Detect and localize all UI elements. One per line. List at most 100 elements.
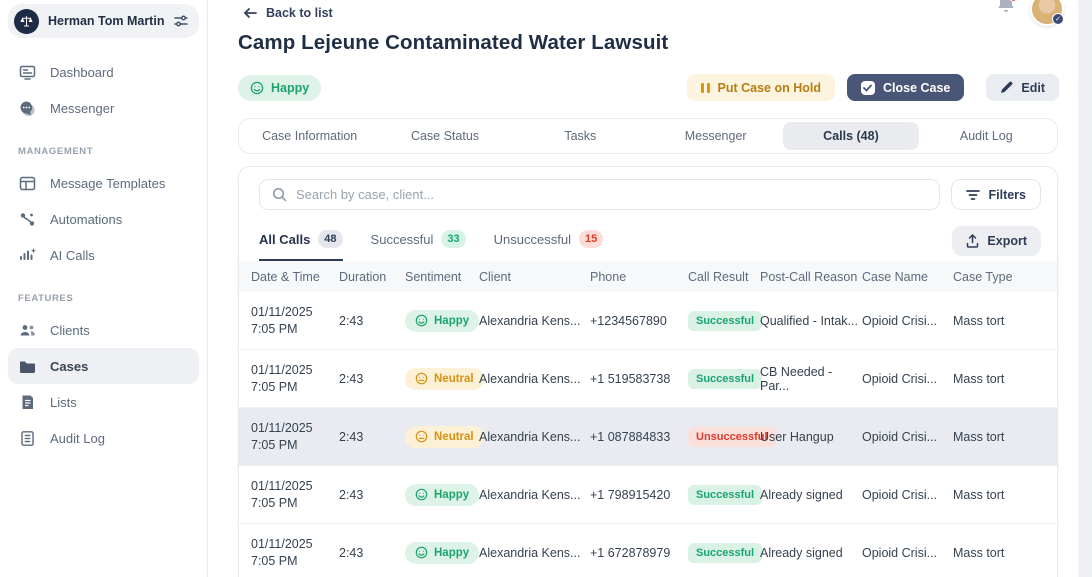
put-case-on-hold-button[interactable]: Put Case on Hold <box>687 74 835 101</box>
col-date-time: Date & Time <box>251 269 320 284</box>
sidebar-item-label: Audit Log <box>50 430 105 446</box>
clients-icon <box>18 321 36 339</box>
sidebar-item-label: Dashboard <box>50 64 114 80</box>
sidebar: Herman Tom Martin... Dashboard Messenger… <box>0 0 208 577</box>
cell-sentiment: Neutral <box>405 425 484 448</box>
edit-label: Edit <box>1021 80 1045 95</box>
col-case-type: Case Type <box>953 269 1013 284</box>
col-duration: Duration <box>339 269 387 284</box>
avatar-status-badge: ✓ <box>1052 13 1064 25</box>
cell-post-call-reason: Already signed <box>760 487 843 502</box>
table-row[interactable]: 01/11/2025 7:05 PM 2:43 Happy Alexandria … <box>239 292 1057 350</box>
subtab-count-badge: 15 <box>578 230 604 248</box>
cell-date-time: 01/11/2025 7:05 PM <box>251 536 313 568</box>
cell-post-call-reason: Qualified - Intak... <box>760 313 858 328</box>
search-icon <box>272 187 287 202</box>
neutral-face-icon <box>415 372 428 385</box>
sidebar-item-clients[interactable]: Clients <box>8 312 199 348</box>
sidebar-item-messenger[interactable]: Messenger <box>8 90 199 126</box>
cell-duration: 2:43 <box>339 545 364 560</box>
subtab-count-badge: 48 <box>318 230 343 248</box>
arrow-left-icon <box>243 8 257 18</box>
cell-case-name: Opioid Crisi... <box>862 313 938 328</box>
tab-calls[interactable]: Calls (48) <box>783 122 919 150</box>
sidebar-section-features: FEATURES <box>18 293 74 304</box>
messenger-icon <box>18 99 36 117</box>
sidebar-item-label: AI Calls <box>50 247 95 263</box>
search-input[interactable] <box>296 187 928 202</box>
check-icon <box>860 80 875 95</box>
cell-call-result: Successful <box>688 368 763 389</box>
table-row[interactable]: 01/11/2025 7:05 PM 2:43 Happy Alexandria … <box>239 524 1057 577</box>
subtab-label: All Calls <box>259 231 311 247</box>
sidebar-section-management: MANAGEMENT <box>18 146 94 157</box>
cell-sentiment: Happy <box>405 483 480 506</box>
subtab-count-badge: 33 <box>441 230 466 248</box>
cell-case-type: Mass tort <box>953 545 1005 560</box>
call-result-badge: Unsuccessful <box>688 426 776 447</box>
avatar[interactable]: ✓ <box>1030 0 1064 26</box>
action-row: Happy Put Case on Hold Close Case Edit <box>238 74 1059 101</box>
templates-icon <box>18 174 36 192</box>
sliders-icon[interactable] <box>173 13 189 29</box>
case-sentiment-badge: Happy <box>238 74 322 101</box>
tab-tasks[interactable]: Tasks <box>564 129 597 143</box>
table-row[interactable]: 01/11/2025 7:05 PM 2:43 Neutral Alexandri… <box>239 408 1057 466</box>
tab-audit-log[interactable]: Audit Log <box>959 129 1013 143</box>
cell-case-type: Mass tort <box>953 371 1005 386</box>
sidebar-item-label: Clients <box>50 322 90 338</box>
subtab-successful[interactable]: Successful 33 <box>371 230 466 261</box>
sidebar-item-label: Lists <box>50 394 77 410</box>
sidebar-item-dashboard[interactable]: Dashboard <box>8 54 199 90</box>
col-phone: Phone <box>590 269 627 284</box>
ai-calls-icon <box>18 246 36 264</box>
automations-icon <box>18 210 36 228</box>
sidebar-item-audit-log[interactable]: Audit Log <box>8 420 199 456</box>
sidebar-item-automations[interactable]: Automations <box>8 201 199 237</box>
happy-face-icon <box>415 546 428 559</box>
tab-case-status[interactable]: Case Status <box>410 129 480 143</box>
cell-phone: +1 519583738 <box>590 371 671 386</box>
edit-button[interactable]: Edit <box>986 74 1059 101</box>
cell-call-result: Successful <box>688 484 763 505</box>
subtab-unsuccessful[interactable]: Unsuccessful 15 <box>494 230 604 261</box>
bell-icon[interactable] <box>996 0 1017 18</box>
call-result-badge: Successful <box>688 310 763 331</box>
sidebar-item-message-templates[interactable]: Message Templates <box>8 165 199 201</box>
page-scrollbar[interactable] <box>1078 0 1092 577</box>
export-button[interactable]: Export <box>952 226 1041 256</box>
cell-date-time: 01/11/2025 7:05 PM <box>251 304 313 336</box>
neutral-face-icon <box>415 430 428 443</box>
close-label: Close Case <box>882 80 951 95</box>
subtab-all-calls[interactable]: All Calls 48 <box>259 230 343 261</box>
happy-face-icon <box>415 488 428 501</box>
workspace-name: Herman Tom Martin... <box>48 14 164 28</box>
cell-duration: 2:43 <box>339 313 364 328</box>
cell-client: Alexandria Kens... <box>479 545 581 560</box>
search-box[interactable] <box>259 179 941 210</box>
tab-messenger[interactable]: Messenger <box>684 129 747 143</box>
cell-date-time: 01/11/2025 7:05 PM <box>251 478 313 510</box>
filter-icon <box>966 189 981 200</box>
lists-icon <box>18 393 36 411</box>
sidebar-item-cases[interactable]: Cases <box>8 348 199 384</box>
table-row[interactable]: 01/11/2025 7:05 PM 2:43 Happy Alexandria … <box>239 466 1057 524</box>
tab-case-information[interactable]: Case Information <box>262 129 358 143</box>
workspace-profile-chip[interactable]: Herman Tom Martin... <box>8 4 199 38</box>
cell-case-name: Opioid Crisi... <box>862 429 938 444</box>
col-post-call-reason: Post-Call Reason <box>760 269 858 284</box>
close-case-button[interactable]: Close Case <box>846 74 965 101</box>
cell-case-type: Mass tort <box>953 487 1005 502</box>
sidebar-item-lists[interactable]: Lists <box>8 384 199 420</box>
filters-button[interactable]: Filters <box>951 179 1041 210</box>
dashboard-icon <box>18 63 36 81</box>
call-result-badge: Successful <box>688 484 763 505</box>
calls-table-body: 01/11/2025 7:05 PM 2:43 Happy Alexandria … <box>239 292 1057 577</box>
cell-client: Alexandria Kens... <box>479 429 581 444</box>
cell-call-result: Unsuccessful <box>688 426 776 447</box>
sentiment-label: Happy <box>271 80 310 95</box>
back-to-list-link[interactable]: Back to list <box>243 6 333 20</box>
sidebar-item-ai-calls[interactable]: AI Calls <box>8 237 199 273</box>
cell-date-time: 01/11/2025 7:05 PM <box>251 420 313 452</box>
table-row[interactable]: 01/11/2025 7:05 PM 2:43 Neutral Alexandri… <box>239 350 1057 408</box>
